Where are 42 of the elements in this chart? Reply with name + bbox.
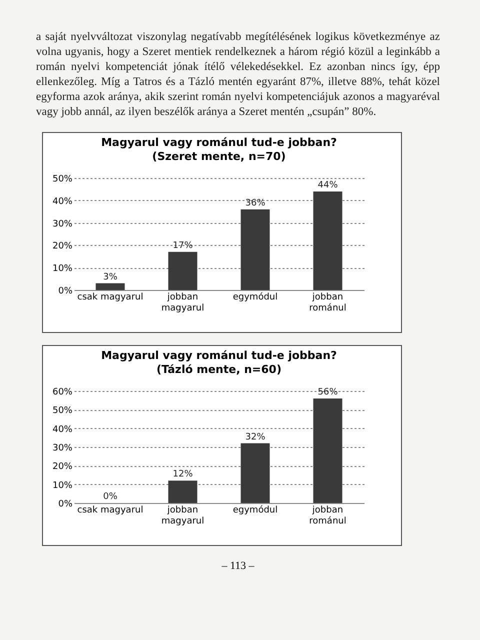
data-label: 32% (245, 432, 266, 442)
y-tick-label: 10% (52, 264, 73, 274)
bar (313, 191, 342, 290)
y-tick-label: 50% (52, 406, 73, 416)
y-tick-label: 30% (52, 444, 73, 454)
bar (313, 398, 342, 503)
y-tick-label: 40% (52, 424, 73, 435)
data-label: 44% (318, 180, 338, 190)
x-tick-label: csak magyarul (77, 506, 144, 516)
x-tick-label: jobban magyarul (161, 506, 204, 526)
data-label: 0% (103, 492, 118, 502)
y-tick-label: 0% (58, 500, 73, 510)
y-tick-label: 20% (52, 462, 73, 472)
x-tick-label: egymódul (232, 292, 278, 302)
chart-subtitle: (Szeret mente, n=70) (152, 150, 286, 163)
bar (96, 283, 125, 290)
y-tick-label: 20% (52, 242, 73, 252)
chart-title: Magyarul vagy románul tud-e jobban? (101, 349, 337, 362)
x-tick-label: jobban románul (309, 292, 346, 314)
data-label: 12% (172, 470, 194, 480)
y-tick-label: 0% (58, 286, 73, 296)
chart-subtitle: (Tázló mente, n=60) (156, 363, 282, 376)
text: – 113 – (220, 560, 256, 572)
x-tick-label: jobban magyarul (161, 292, 204, 314)
chart-title: Magyarul vagy románul tud-e jobban? (101, 136, 337, 149)
bar (168, 252, 198, 290)
data-label: 17% (172, 240, 194, 251)
y-tick-label: 10% (52, 480, 73, 491)
data-label: 36% (245, 198, 266, 208)
text: a saját nyelvváltozat viszonylag negatívabb megítélésének logikus következménye az volna ugyanis, hogy a Szeret mentiek rendelkeznek a három régió közül a leginkább a román nyelvi kompetenciát jónak ítélő vélekedésekkel. Ez azonban nincs így, épp ellenkezőleg. Míg a Tatros és a Tázló mentén egyaránt 87%, illetve 88%, tehát közel egyforma azok aránya, akik szerint román nyelvi kompetenciájuk azonos a magyaréval vagy jobb annál, az ilyen beszélők aránya a Szeret mentén „csupán” 80%. (36, 30, 440, 120)
bar (240, 443, 270, 503)
x-tick-label: jobban románul (309, 506, 346, 526)
y-tick-label: 50% (52, 174, 73, 184)
x-tick-label: egymódul (232, 504, 278, 516)
y-tick-label: 40% (52, 196, 73, 207)
y-tick-label: 60% (52, 388, 73, 398)
bar (240, 209, 270, 290)
data-label: 3% (103, 272, 118, 282)
x-tick-label: csak magyarul (77, 292, 144, 302)
y-tick-label: 30% (52, 219, 73, 230)
bar (168, 480, 198, 503)
data-label: 56% (318, 387, 338, 398)
